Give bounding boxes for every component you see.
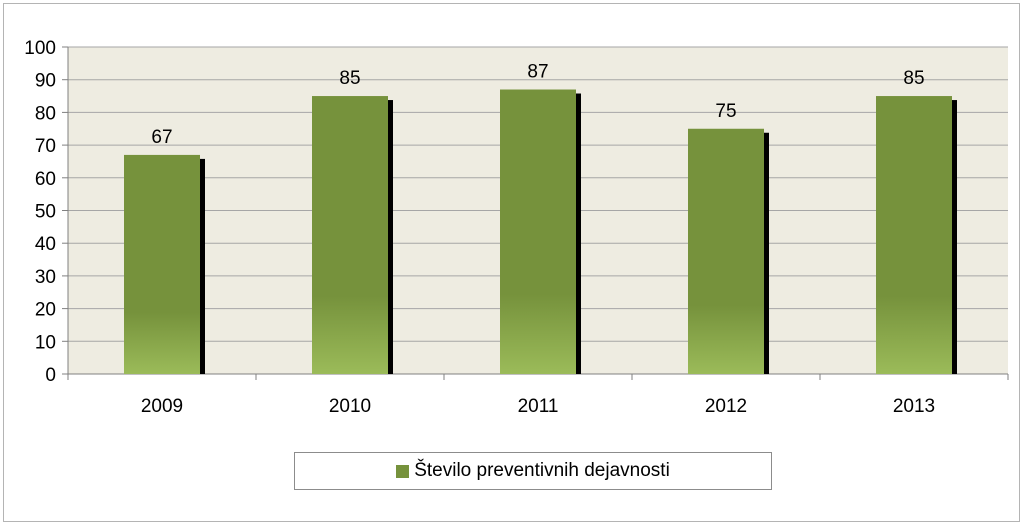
bar-2010	[312, 96, 388, 375]
y-tick-label: 0	[45, 365, 56, 386]
data-label-2010: 85	[339, 68, 360, 89]
data-label-2012: 75	[715, 101, 736, 122]
plot-area: 0 10 20 30 40 50 60 70 80 90 100 67 2009 85 2010 87 2011…	[24, 38, 1009, 417]
x-tick-label-2011: 2011	[518, 396, 559, 417]
y-tick-label: 40	[35, 234, 56, 255]
y-tick-label: 50	[35, 202, 56, 223]
y-tick-label: 30	[35, 267, 56, 288]
data-label-2009: 67	[151, 127, 172, 148]
x-tick-label-2010: 2010	[329, 396, 371, 417]
y-tick-label: 20	[35, 300, 56, 321]
y-tick-label: 100	[24, 38, 56, 59]
y-tick-label: 80	[35, 103, 56, 124]
bar-2012	[688, 128, 764, 374]
y-tick-label: 60	[35, 169, 56, 190]
bar-2011	[500, 89, 576, 374]
legend: Število preventivnih dejavnosti	[294, 452, 772, 490]
y-tick-label: 90	[35, 71, 56, 92]
y-tick-label: 10	[35, 332, 56, 353]
x-tick-label-2012: 2012	[705, 396, 747, 417]
data-label-2013: 85	[903, 68, 924, 89]
bar-2013	[876, 96, 952, 375]
x-tick-label-2009: 2009	[141, 396, 183, 417]
x-tick-label-2013: 2013	[893, 396, 935, 417]
bar-2009	[124, 154, 200, 374]
data-label-2011: 87	[527, 62, 548, 83]
legend-label: Število preventivnih dejavnosti	[414, 460, 670, 481]
legend-swatch	[396, 464, 410, 478]
y-tick-label: 70	[35, 136, 56, 157]
